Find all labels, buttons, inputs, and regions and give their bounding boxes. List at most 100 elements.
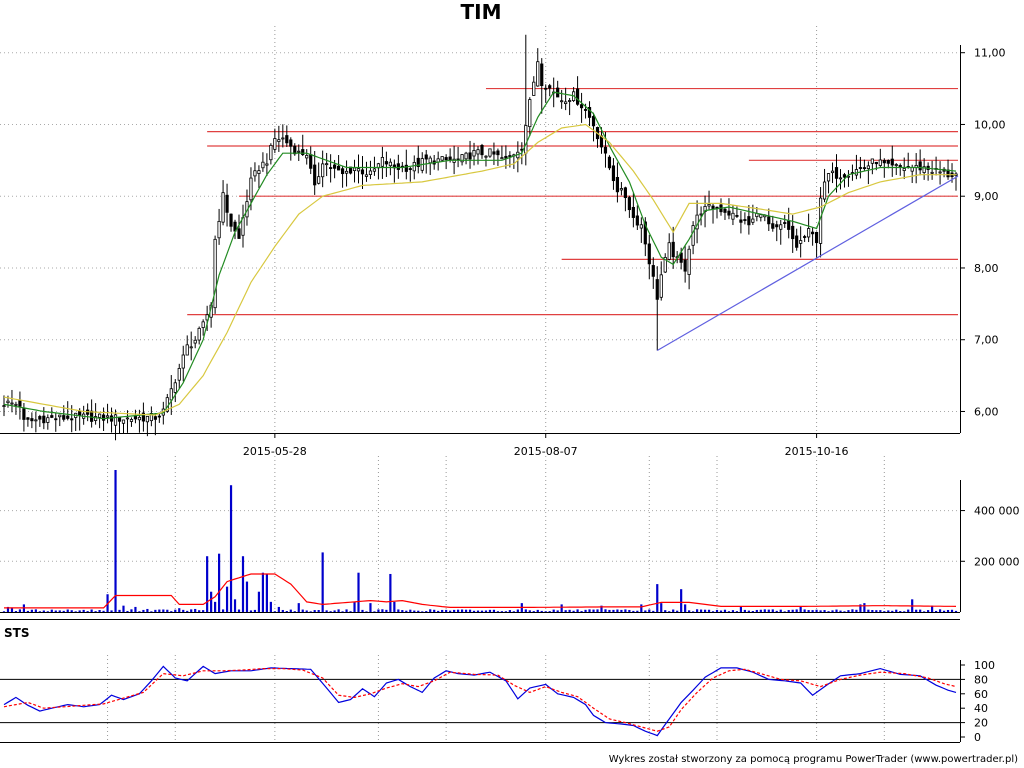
volume-bar	[146, 608, 149, 612]
volume-bar	[791, 609, 794, 612]
candle-body	[78, 410, 82, 416]
candle-body	[508, 155, 512, 157]
candle-body	[197, 327, 201, 341]
candle-body	[364, 174, 369, 177]
date-tick-label: 2015-05-28	[243, 445, 307, 458]
candle-body	[416, 157, 420, 167]
candle-body	[360, 169, 365, 175]
volume-bar	[640, 604, 643, 612]
candle-body	[368, 170, 373, 175]
candle-body	[157, 415, 161, 418]
volume-bar	[58, 610, 61, 612]
volume-bar	[668, 611, 671, 613]
candle-body	[480, 144, 484, 156]
volume-bar	[703, 609, 707, 612]
volume-bar	[835, 609, 838, 612]
volume-bar	[524, 609, 527, 612]
volume-bar	[895, 609, 898, 612]
candle-body	[870, 158, 874, 164]
candle-body	[301, 149, 305, 155]
candle-body	[285, 135, 289, 144]
candle-body	[26, 417, 30, 420]
volume-bar	[449, 610, 452, 612]
volume-bar	[130, 609, 133, 612]
candle-body	[396, 163, 400, 170]
candle-body	[739, 219, 743, 223]
volume-bar	[297, 603, 300, 612]
candle-body	[249, 177, 253, 201]
volume-bar	[190, 609, 193, 612]
volume-bar	[476, 610, 480, 612]
volume-bar	[672, 609, 675, 612]
candle-body	[687, 248, 691, 275]
oscillator-panel	[0, 665, 960, 737]
candle-body	[890, 158, 894, 166]
candle-body	[181, 354, 185, 369]
candle-body	[329, 167, 333, 169]
volume-bar	[723, 609, 727, 612]
volume-bar	[265, 573, 268, 612]
volume-bar	[202, 610, 205, 612]
volume-bar	[699, 609, 703, 612]
candle-body	[321, 163, 325, 178]
candle-body	[643, 221, 647, 245]
candle-body	[619, 188, 624, 191]
candle-body	[309, 154, 313, 169]
volume-bar	[221, 609, 225, 612]
volume-bar	[496, 611, 500, 613]
volume-bar	[915, 609, 918, 612]
volume-bar	[134, 606, 137, 612]
candle-body	[38, 416, 42, 420]
candle-body	[10, 402, 14, 405]
volume-bar	[903, 611, 906, 613]
volume-bar	[18, 609, 22, 612]
volume-bar	[309, 611, 312, 613]
volume-bar	[194, 608, 197, 612]
volume-bar	[516, 609, 519, 612]
osc-y-tick-label: 100	[974, 659, 995, 672]
candle-body	[767, 216, 771, 225]
osc-y-tick-label: 20	[974, 717, 988, 730]
volume-bar	[803, 609, 806, 612]
volume-bar	[285, 610, 288, 612]
volume-bar	[875, 610, 878, 612]
volume-bar	[767, 609, 770, 612]
candle-body	[34, 419, 38, 422]
moving-average-short	[3, 91, 957, 420]
candle-body	[743, 219, 747, 221]
candle-body	[372, 168, 377, 172]
volume-bar	[528, 610, 531, 612]
volume-bar	[86, 611, 89, 613]
candle-body	[500, 157, 504, 160]
volume-bar	[433, 609, 436, 612]
volume-bar	[751, 611, 754, 613]
volume-bar	[755, 609, 758, 612]
volume-bar	[2, 611, 6, 613]
volume-bar	[771, 609, 774, 612]
candle-body	[14, 403, 18, 406]
candle-body	[731, 212, 735, 220]
candle-body	[317, 176, 321, 184]
volume-bar	[938, 609, 942, 612]
candle-body	[603, 146, 608, 154]
date-tick-label: 2015-10-16	[785, 445, 849, 458]
candle-body	[631, 206, 635, 218]
volume-bar	[241, 556, 245, 612]
volume-bar	[512, 611, 515, 613]
volume-bar	[237, 609, 241, 612]
volume-bar	[923, 611, 926, 613]
volume-bar	[648, 609, 651, 612]
candle-body	[930, 171, 934, 174]
volume-bar	[82, 609, 85, 612]
candle-body	[830, 170, 835, 174]
volume-bar	[604, 609, 607, 612]
candle-body	[221, 192, 225, 223]
candle-body	[50, 415, 54, 418]
volume-bar	[122, 605, 125, 612]
volume-bar	[664, 610, 667, 612]
volume-bar	[568, 609, 571, 612]
candle-body	[117, 417, 122, 422]
volume-bar	[946, 609, 950, 612]
volume-bar	[381, 609, 384, 612]
